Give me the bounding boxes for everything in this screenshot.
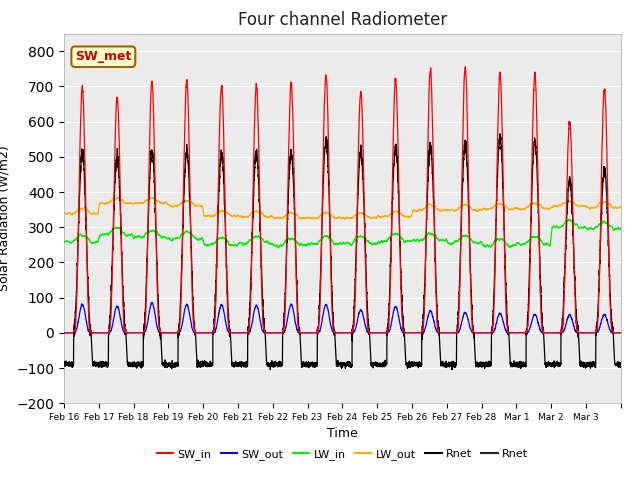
- SW_in: [461, 64, 469, 70]
- Title: Four channel Radiometer: Four channel Radiometer: [238, 11, 447, 29]
- Text: SW_met: SW_met: [75, 50, 131, 63]
- LW_out: [114, 194, 122, 200]
- SW_in: [393, 102, 401, 108]
- LW_out: [523, 204, 531, 210]
- SW_out: [393, 306, 401, 312]
- X-axis label: Time: Time: [327, 428, 358, 441]
- SW_in: [523, 330, 531, 336]
- SW_out: [176, 329, 184, 335]
- Rnet: [175, 319, 183, 324]
- SW_in: [537, 311, 545, 316]
- Rnet: [495, 136, 503, 142]
- SW_out: [364, 329, 371, 335]
- SW_out: [523, 329, 531, 335]
- LW_in: [393, 231, 401, 237]
- Rnet: [266, 367, 274, 372]
- LW_in: [537, 238, 545, 244]
- SW_out: [148, 300, 156, 306]
- Rnet: [393, 153, 401, 158]
- LW_in: [495, 237, 503, 243]
- SW_in: [364, 315, 371, 321]
- Legend: SW_in, SW_out, LW_in, LW_out, Rnet, Rnet: SW_in, SW_out, LW_in, LW_out, Rnet, Rnet: [152, 444, 532, 464]
- LW_out: [176, 202, 184, 207]
- LW_in: [364, 238, 371, 244]
- Line: LW_in: LW_in: [64, 220, 621, 248]
- Rnet: [60, 362, 68, 368]
- SW_in: [175, 326, 183, 332]
- SW_in: [495, 74, 503, 80]
- LW_in: [274, 245, 282, 251]
- LW_out: [340, 216, 348, 222]
- SW_out: [617, 330, 625, 336]
- LW_in: [175, 235, 183, 240]
- Y-axis label: Solar Radiation (W/m2): Solar Radiation (W/m2): [0, 145, 11, 291]
- SW_in: [191, 330, 198, 336]
- Line: Rnet: Rnet: [64, 134, 621, 370]
- Rnet: [537, 293, 545, 299]
- LW_out: [495, 201, 503, 207]
- Line: LW_out: LW_out: [64, 197, 621, 219]
- Rnet: [496, 131, 504, 137]
- Line: SW_in: SW_in: [64, 67, 621, 333]
- LW_in: [617, 225, 625, 231]
- LW_out: [364, 214, 371, 219]
- Line: SW_out: SW_out: [64, 303, 621, 333]
- SW_in: [617, 330, 625, 336]
- Rnet: [523, 326, 531, 332]
- LW_out: [60, 211, 68, 216]
- LW_out: [537, 203, 545, 208]
- SW_out: [537, 329, 545, 335]
- Rnet: [617, 364, 625, 370]
- SW_out: [495, 311, 503, 317]
- SW_out: [400, 330, 408, 336]
- SW_in: [60, 330, 68, 336]
- Rnet: [364, 299, 371, 304]
- LW_in: [60, 240, 68, 245]
- LW_out: [617, 204, 625, 210]
- LW_in: [566, 217, 573, 223]
- LW_in: [523, 239, 531, 245]
- LW_out: [393, 209, 401, 215]
- SW_out: [60, 330, 68, 336]
